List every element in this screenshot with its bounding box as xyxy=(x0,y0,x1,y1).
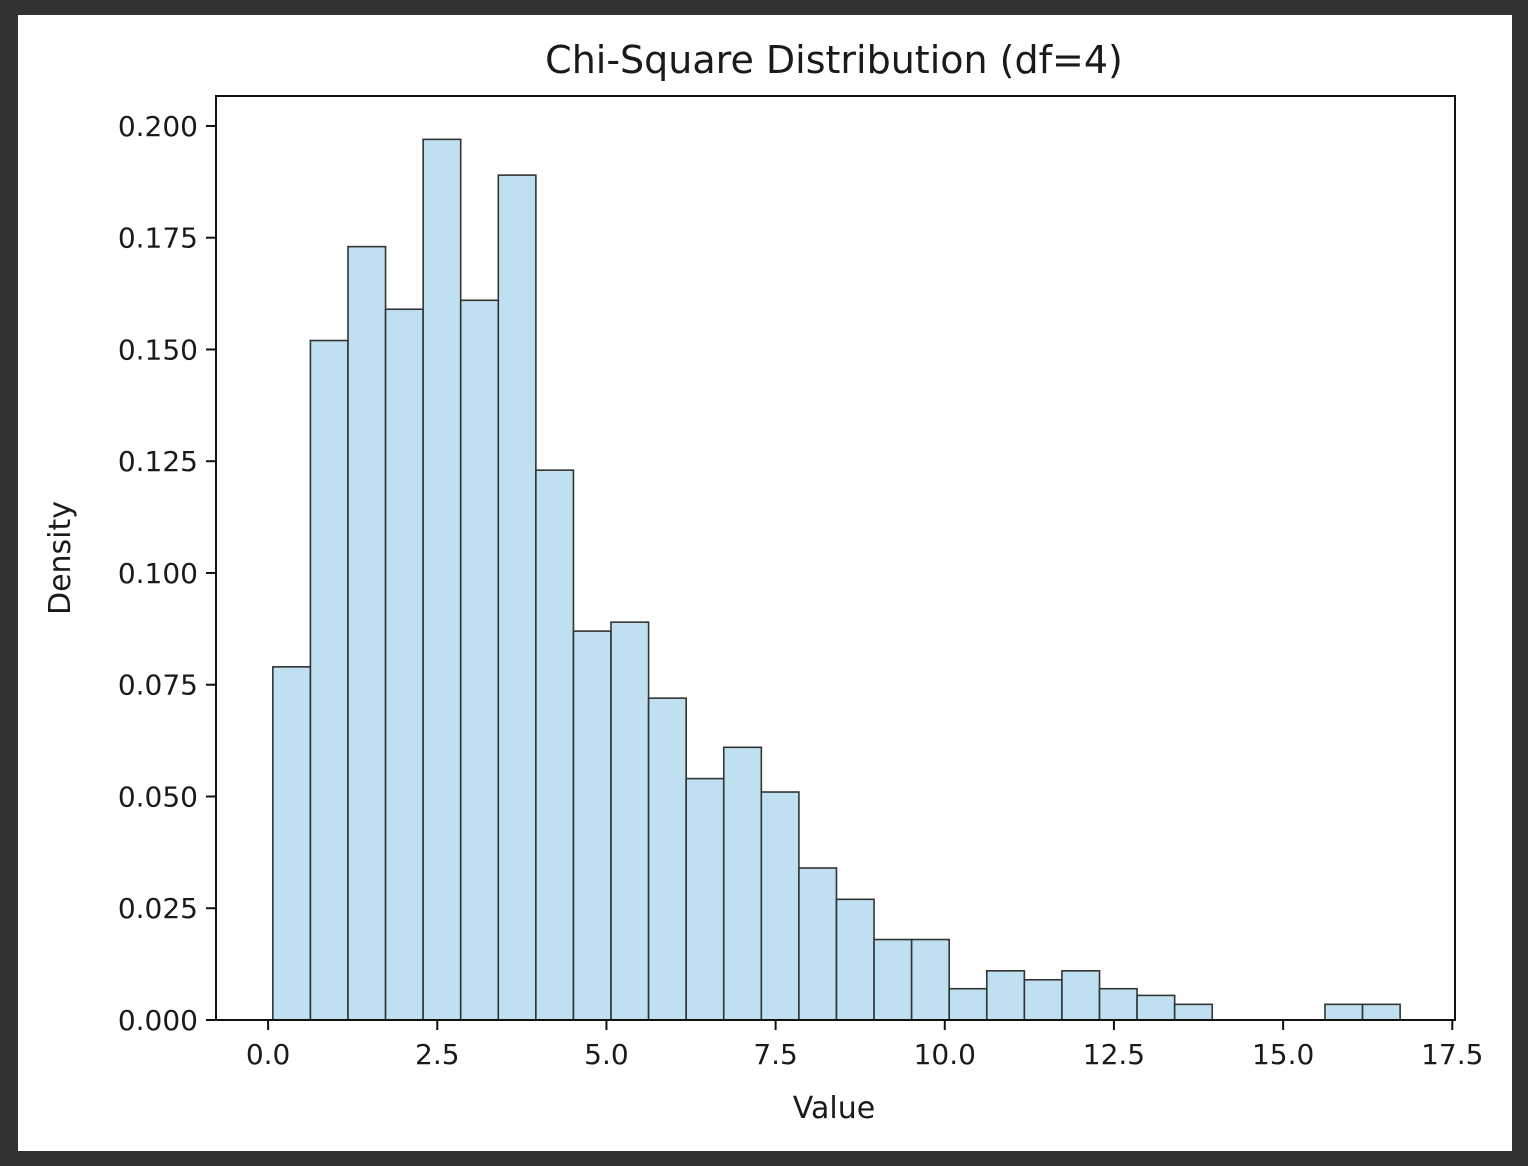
chart-title: Chi-Square Distribution (df=4) xyxy=(545,38,1123,82)
histogram-bar xyxy=(497,174,537,1021)
histogram-bar xyxy=(760,791,800,1021)
histogram-bar xyxy=(685,777,725,1021)
histogram-bar xyxy=(835,898,875,1021)
histogram-chart: Chi-Square Distribution (df=4) 0.0 2.5 5.0… xyxy=(43,38,1483,1126)
histogram-bar xyxy=(610,621,650,1021)
histogram-bar xyxy=(535,469,575,1021)
histogram-bar xyxy=(309,339,349,1021)
histogram-bar xyxy=(572,630,612,1021)
x-tick-label: 15.0 xyxy=(1252,1038,1314,1071)
histogram-bar xyxy=(459,299,500,1021)
histogram-bar xyxy=(1023,978,1063,1021)
bars-group xyxy=(272,138,1401,1021)
histogram-bar xyxy=(422,138,462,1021)
figure-canvas: Chi-Square Distribution (df=4) 0.0 2.5 5.0… xyxy=(18,15,1512,1151)
x-tick-label: 0.0 xyxy=(246,1038,291,1071)
y-tick-label: 0.100 xyxy=(118,557,198,590)
x-tick-label: 10.0 xyxy=(914,1038,976,1071)
y-tick-label: 0.200 xyxy=(118,110,198,143)
x-tick-label: 5.0 xyxy=(584,1038,629,1071)
x-axis: 0.0 2.5 5.0 7.5 10.0 12.5 15.0 17.5 xyxy=(246,1020,1483,1071)
y-tick-label: 0.150 xyxy=(118,333,198,366)
x-tick-label: 17.5 xyxy=(1421,1038,1483,1071)
histogram-bar xyxy=(1361,1003,1401,1021)
y-tick-label: 0.050 xyxy=(118,780,198,813)
y-tick-label: 0.175 xyxy=(118,222,198,255)
y-tick-label: 0.075 xyxy=(118,669,198,702)
histogram-bar xyxy=(873,938,913,1021)
y-axis-label: Density xyxy=(43,501,78,615)
x-tick-label: 2.5 xyxy=(415,1038,460,1071)
histogram-bar xyxy=(985,970,1026,1021)
x-tick-label: 7.5 xyxy=(753,1038,798,1071)
y-axis: 0.000 0.025 0.050 0.075 0.100 0.125 0.150 0.175… xyxy=(118,110,216,1037)
histogram-bar xyxy=(647,697,687,1021)
histogram-bar xyxy=(272,666,312,1021)
x-tick-label: 12.5 xyxy=(1083,1038,1145,1071)
histogram-bar xyxy=(798,867,838,1021)
histogram-bar xyxy=(1061,970,1101,1021)
histogram-bar xyxy=(1173,1003,1214,1021)
x-axis-label: Value xyxy=(793,1091,875,1126)
histogram-bar xyxy=(384,308,424,1021)
histogram-bar xyxy=(1324,1003,1364,1021)
y-tick-label: 0.125 xyxy=(118,445,198,478)
plot-area-frame xyxy=(215,95,1456,1021)
histogram-bar xyxy=(1136,994,1176,1021)
y-tick-label: 0.000 xyxy=(118,1004,198,1037)
y-tick-label: 0.025 xyxy=(118,892,198,925)
histogram-bar xyxy=(910,938,951,1021)
histogram-bar xyxy=(948,987,988,1021)
histogram-bar xyxy=(722,746,763,1021)
histogram-bar xyxy=(1098,987,1138,1021)
histogram-bar xyxy=(347,245,387,1021)
